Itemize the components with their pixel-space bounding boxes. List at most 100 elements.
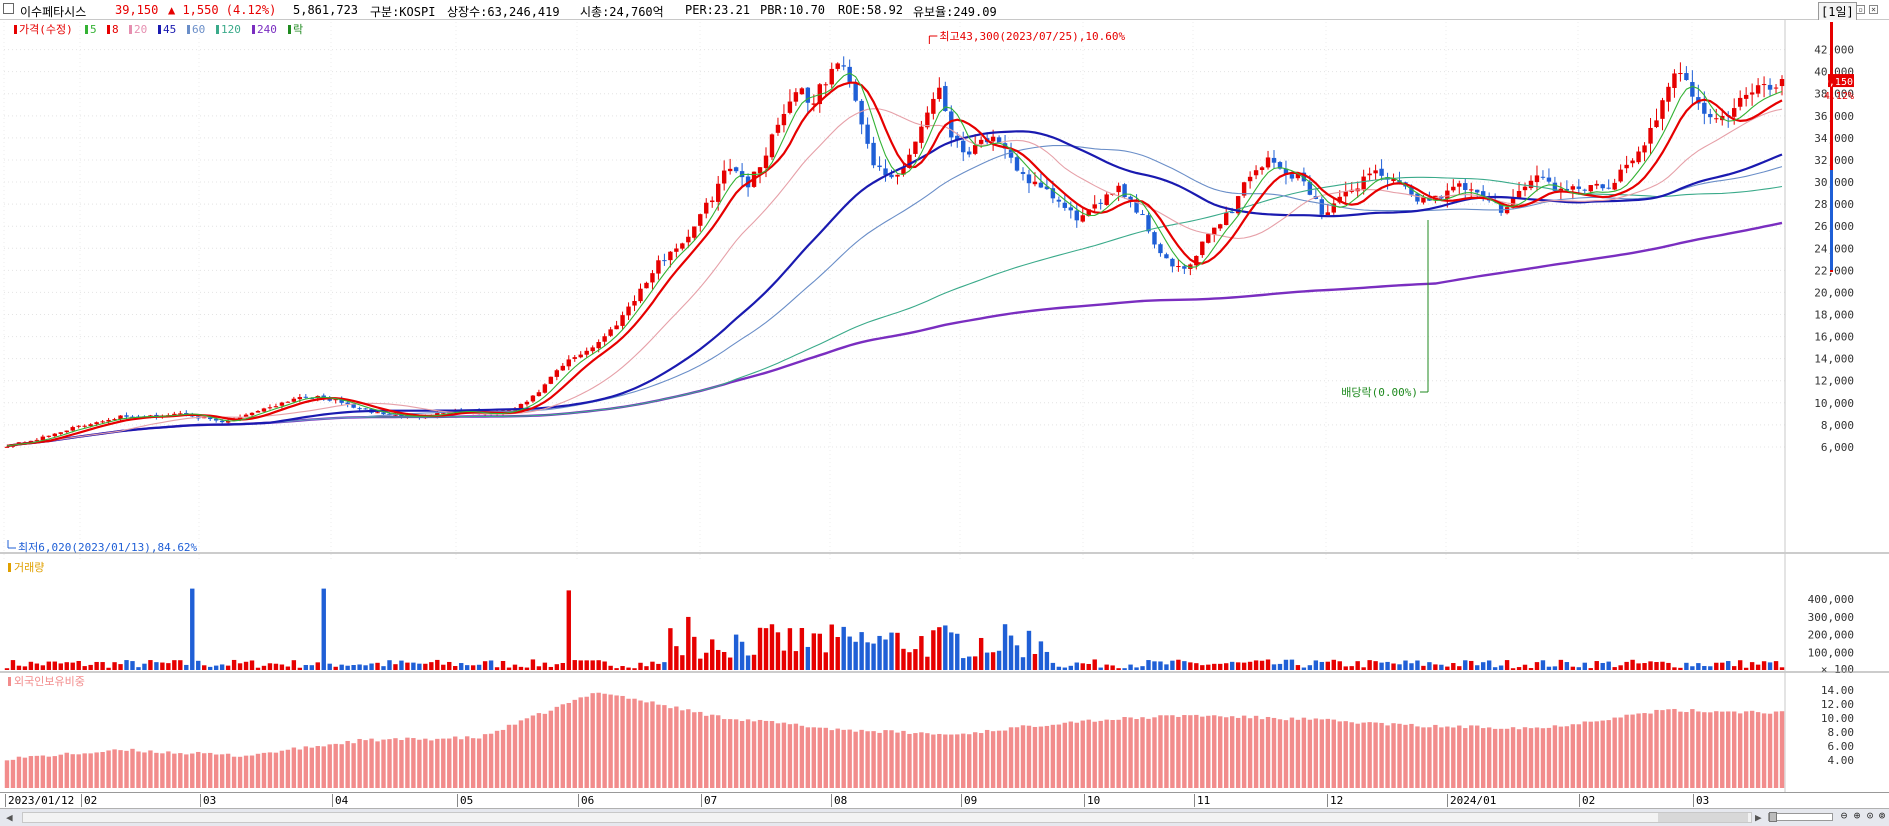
zoom-fit-icon[interactable]: ⊚ — [1878, 809, 1886, 822]
foreign-ratio-bar — [775, 723, 781, 788]
candle-body — [757, 167, 763, 174]
stock-select-checkbox[interactable] — [3, 3, 14, 14]
foreign-ratio-bar — [207, 752, 213, 788]
candle-body — [130, 416, 135, 418]
foreign-ratio-bar — [405, 737, 410, 788]
foreign-ratio-bar — [148, 750, 153, 788]
pane-minimize-button[interactable]: ▫ — [1856, 5, 1865, 14]
candle-body — [602, 336, 607, 342]
candle-body — [608, 329, 613, 336]
candle-body — [1582, 189, 1587, 191]
candle-body — [542, 384, 548, 393]
volume-bar — [847, 636, 852, 670]
foreign-ratio-bar — [1056, 724, 1062, 788]
volume-bar — [1486, 660, 1492, 670]
candle-body — [375, 412, 380, 414]
scroll-right-arrow[interactable]: ▶ — [1755, 811, 1762, 824]
candle-body — [82, 425, 87, 427]
volume-bar — [1684, 662, 1689, 670]
candle-body — [279, 402, 285, 406]
candle-body — [387, 413, 392, 416]
foreign-ratio-bar — [213, 754, 219, 788]
pane-close-button[interactable]: × — [1869, 5, 1878, 14]
foreign-ratio-bar — [1343, 721, 1348, 788]
volume-bar — [393, 664, 398, 670]
foreign-ratio-bar — [1427, 727, 1432, 788]
volume-bar — [692, 636, 697, 670]
candle-body — [1648, 127, 1653, 144]
x-axis-label: 06 — [578, 794, 594, 807]
volume-bar — [10, 660, 16, 670]
foreign-ratio-bar — [704, 715, 709, 788]
candle-body — [1642, 145, 1647, 153]
foreign-ratio-bar — [255, 753, 261, 788]
volume-pane: 거래량 × 100 100,000 200,000 300,000 400,000 — [0, 561, 1889, 676]
candle-body — [118, 415, 123, 420]
foreign-ratio-bar — [1433, 724, 1438, 788]
zoom-out-icon[interactable]: ⊖ — [1840, 809, 1848, 822]
foreign-ratio-bar — [1062, 722, 1068, 788]
foreign-ratio-bar — [548, 710, 554, 788]
high-price-annotation: 최고43,300(2023/07/25),10.60% — [939, 30, 1125, 43]
foreign-ratio-bar — [512, 724, 518, 788]
zoom-reset-icon[interactable]: ⊙ — [1866, 809, 1874, 822]
legend-item-가격(수정): 가격(수정) — [19, 23, 73, 36]
candle-body — [829, 68, 834, 85]
x-axis-label: 03 — [200, 794, 216, 807]
legend-swatch — [107, 25, 110, 34]
candle-body — [1606, 187, 1611, 189]
last-price-box — [1828, 74, 1854, 88]
bottom-control-bar: ◀ ▶ ⊖ ⊕ ⊙ ⊚ — [0, 808, 1889, 826]
candle-body — [620, 315, 625, 326]
volume-bar — [417, 663, 422, 670]
zoom-slider[interactable] — [1768, 812, 1833, 822]
foreign-ratio-bar — [1385, 725, 1390, 788]
volume-bar — [1128, 664, 1133, 670]
foreign-legend-swatch — [8, 677, 11, 686]
foreign-ratio-bar — [698, 711, 703, 788]
foreign-ratio-bar — [94, 752, 99, 788]
foreign-ratio-bar — [76, 754, 81, 788]
foreign-tick-label: 10.00 — [1821, 712, 1854, 725]
foreign-ratio-bar — [1475, 725, 1480, 788]
foreign-ratio-bar — [1528, 728, 1534, 788]
chart-scrollbar[interactable] — [22, 812, 1752, 823]
candle-body — [1325, 212, 1330, 216]
stock-name[interactable]: 이수페타시스 — [20, 5, 87, 19]
volume-bar — [184, 664, 189, 670]
foreign-ratio-bar — [1295, 719, 1301, 788]
zoom-slider-knob[interactable] — [1769, 812, 1777, 822]
candle-body — [1259, 167, 1265, 170]
volume-bar — [889, 632, 894, 670]
candle-body — [1026, 174, 1032, 184]
foreign-ratio-bar — [530, 715, 536, 788]
candle-body — [996, 137, 1002, 143]
candle-body — [1534, 175, 1540, 183]
candle-body — [1253, 170, 1259, 176]
volume-bar — [1259, 660, 1265, 670]
scrollbar-thumb[interactable] — [1658, 813, 1748, 822]
volume-bar — [1307, 665, 1313, 670]
foreign-ratio-bar — [1241, 715, 1247, 788]
candle-body — [1277, 162, 1283, 169]
foreign-ratio-bar — [1367, 722, 1372, 788]
price-tick-label: 20,000 — [1814, 286, 1854, 299]
price-tick-label: 42,000 — [1814, 44, 1854, 57]
zoom-in-icon[interactable]: ⊕ — [1853, 809, 1861, 822]
volume-bar — [763, 628, 769, 670]
foreign-ratio-bar — [267, 752, 273, 788]
candle-body — [1074, 210, 1079, 221]
scroll-left-arrow[interactable]: ◀ — [6, 811, 13, 824]
foreign-ratio-bar — [1068, 721, 1074, 788]
volume-bar — [1480, 662, 1486, 670]
foreign-ratio-bar — [1122, 717, 1127, 788]
foreign-ratio-bar — [1307, 719, 1313, 788]
candle-body — [357, 408, 362, 410]
foreign-ratio-bar — [1731, 711, 1737, 788]
volume-bar — [369, 663, 374, 670]
volume-bar — [333, 666, 338, 670]
volume-bar — [1140, 666, 1145, 670]
volume-bar — [429, 662, 434, 670]
volume-bar — [1223, 663, 1229, 670]
volume-bar — [1690, 666, 1695, 670]
